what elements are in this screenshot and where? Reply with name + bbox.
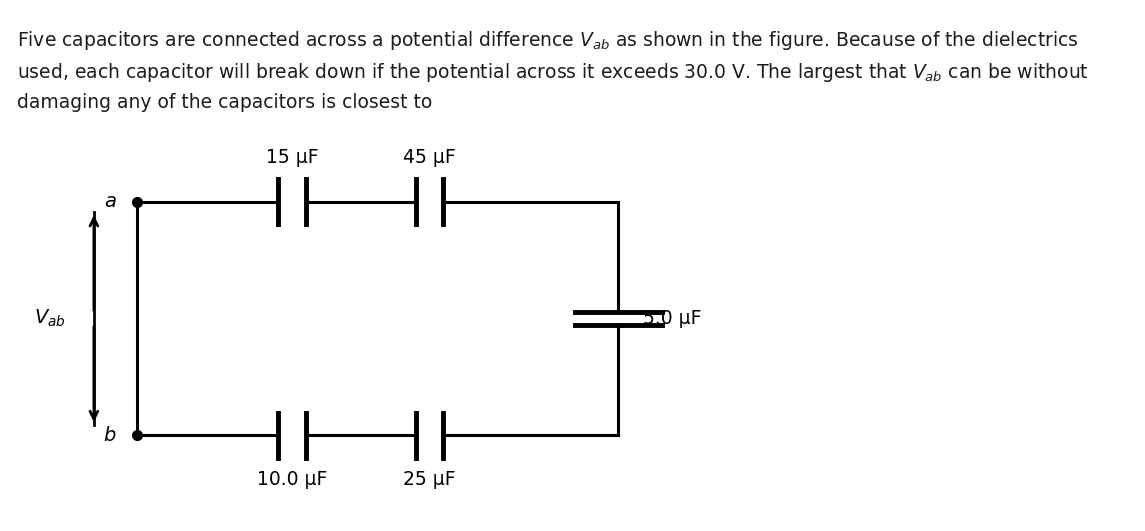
Text: $V_{ab}$: $V_{ab}$ [33,308,65,329]
Text: 5.0 μF: 5.0 μF [643,309,702,328]
Text: $b$: $b$ [103,426,117,445]
Text: Five capacitors are connected across a potential difference $V_{ab}$ as shown in: Five capacitors are connected across a p… [17,29,1079,52]
Text: 15 μF: 15 μF [266,148,318,167]
Text: 45 μF: 45 μF [403,148,456,167]
Text: $a$: $a$ [104,192,117,211]
Text: 10.0 μF: 10.0 μF [256,470,327,489]
Text: 25 μF: 25 μF [403,470,456,489]
Text: damaging any of the capacitors is closest to: damaging any of the capacitors is closes… [17,93,433,112]
Text: used, each capacitor will break down if the potential across it exceeds 30.0 V. : used, each capacitor will break down if … [17,61,1089,84]
